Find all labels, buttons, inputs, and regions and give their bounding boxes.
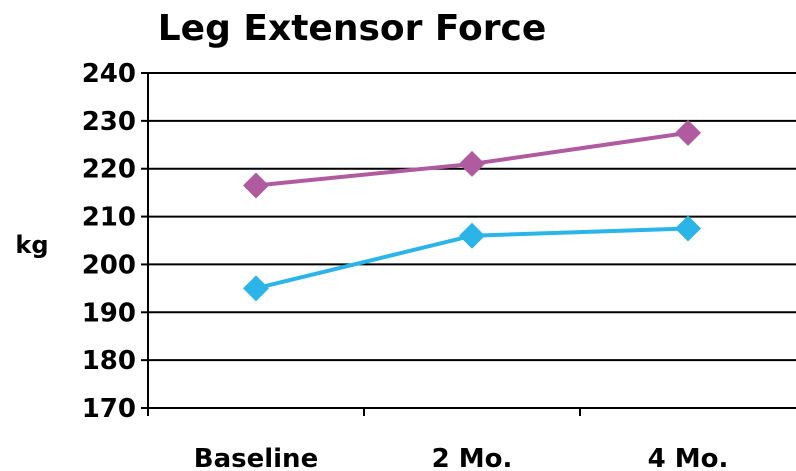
x-tick-label: Baseline: [194, 444, 318, 471]
y-tick-label: 190: [82, 298, 136, 328]
y-tick-label: 240: [82, 59, 136, 89]
y-tick-label: 170: [82, 394, 136, 424]
axes: [141, 72, 796, 416]
x-tick-labels: Baseline 2 Mo. 4 Mo.: [194, 444, 729, 471]
data-point: [675, 119, 701, 146]
x-tick-label: 4 Mo.: [648, 444, 729, 471]
chart-title: Leg Extensor Force: [158, 8, 547, 49]
data-point: [675, 215, 701, 242]
series: [243, 119, 701, 302]
y-axis-label: kg: [15, 231, 48, 259]
data-point: [459, 222, 485, 249]
y-tick-label: 220: [82, 155, 136, 185]
data-point: [243, 275, 269, 302]
y-tick-label: 180: [82, 346, 136, 376]
data-point: [459, 150, 485, 177]
y-tick-labels: 170 180 190 200 210 220 230 240: [82, 59, 136, 424]
data-point: [243, 172, 269, 199]
gridlines: [148, 72, 796, 362]
y-tick-label: 210: [82, 203, 136, 233]
y-tick-label: 230: [82, 107, 136, 137]
x-tick-label: 2 Mo.: [432, 444, 513, 471]
y-tick-label: 200: [82, 250, 136, 280]
